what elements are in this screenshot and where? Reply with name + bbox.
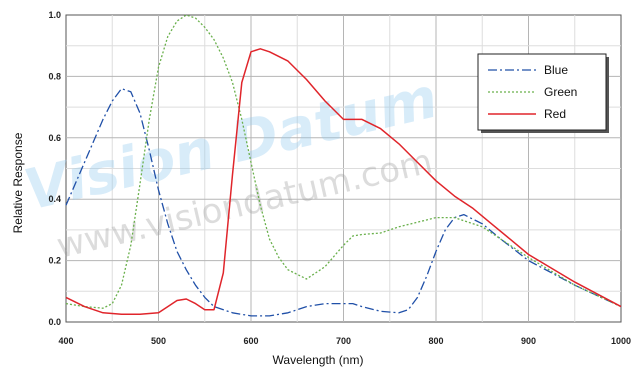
legend-label-green: Green bbox=[544, 85, 577, 99]
legend: Blue Green Red bbox=[477, 53, 609, 133]
series-line-green bbox=[65, 14, 622, 309]
series-group bbox=[65, 14, 622, 317]
y-tick-label: 0.2 bbox=[48, 256, 61, 266]
x-axis-label: Wavelength (nm) bbox=[273, 353, 364, 367]
legend-label-blue: Blue bbox=[544, 63, 568, 77]
x-tick-labels: 400 500 600 700 800 900 1000 bbox=[58, 336, 631, 346]
y-tick-label: 0.4 bbox=[48, 194, 61, 204]
y-tick-label: 0.0 bbox=[48, 317, 61, 327]
x-tick-label: 800 bbox=[428, 336, 443, 346]
y-tick-label: 0.8 bbox=[48, 71, 61, 81]
y-tick-labels: 0.0 0.2 0.4 0.6 0.8 1.0 bbox=[48, 10, 61, 327]
legend-label-red: Red bbox=[544, 107, 566, 121]
x-tick-label: 1000 bbox=[611, 336, 631, 346]
y-tick-label: 1.0 bbox=[48, 10, 61, 20]
legend-box bbox=[477, 53, 607, 131]
x-tick-label: 500 bbox=[151, 336, 166, 346]
x-tick-label: 900 bbox=[521, 336, 536, 346]
y-axis-label: Relative Response bbox=[11, 132, 25, 233]
x-tick-label: 700 bbox=[336, 336, 351, 346]
x-tick-label: 600 bbox=[243, 336, 258, 346]
series-line-red bbox=[65, 48, 622, 316]
x-tick-label: 400 bbox=[58, 336, 73, 346]
y-tick-label: 0.6 bbox=[48, 133, 61, 143]
